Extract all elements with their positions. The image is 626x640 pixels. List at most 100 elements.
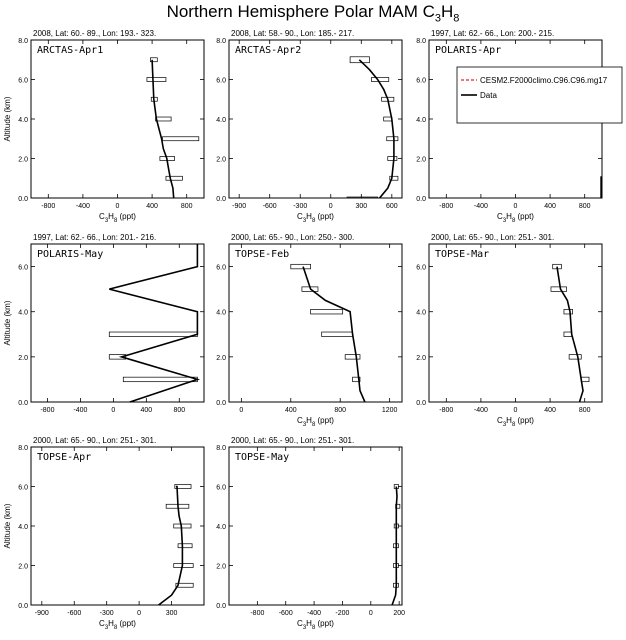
obs-range-box: [165, 175, 183, 181]
experiment-label: TOPSE-May: [235, 452, 289, 463]
obs-range-box: [108, 354, 127, 360]
x-tick-label: 200: [393, 610, 405, 617]
y-tick-label: 0.0: [18, 603, 28, 610]
x-axis-label: C3H8 (ppt): [297, 416, 334, 428]
data-profile-line: [302, 266, 366, 403]
obs-range-box: [387, 156, 398, 161]
panel-header: 1997, Lat: 62.- 66., Lon: 201.- 216.: [33, 233, 156, 242]
obs-range-box: [389, 175, 399, 181]
obs-range-box: [568, 354, 582, 360]
x-tick-label: 400: [544, 203, 556, 210]
experiment-label: POLARIS-Apr: [435, 45, 501, 56]
x-axis-label: C3H8 (ppt): [99, 619, 136, 631]
panel-topse-feb: 2000, Lat: 65.- 90., Lon: 250.- 300. 0.0 2…: [216, 233, 403, 428]
y-tick-label: 2.0: [18, 564, 28, 571]
y-tick-label: 4.0: [18, 117, 28, 124]
data-profile-line: [151, 59, 175, 199]
panel-topse-apr: 2000, Lat: 65.- 90., Lon: 251.- 301. 0.0 2…: [3, 436, 205, 631]
obs-range-box: [175, 582, 194, 588]
x-tick-label: -400: [73, 407, 87, 414]
y-tick-label: 0.0: [18, 400, 28, 407]
legend-data-label: Data: [480, 91, 497, 100]
obs-range-box: [563, 309, 573, 315]
x-tick-label: -300: [293, 203, 307, 210]
panel-topse-mar: 2000, Lat: 65.- 90., Lon: 251.- 301. 0.0 2…: [416, 233, 603, 428]
obs-range-box: [563, 331, 573, 337]
y-tick-label: 8.0: [216, 38, 226, 45]
y-tick-label: 6.0: [18, 485, 28, 492]
y-tick-label: 0.0: [216, 196, 226, 203]
y-tick-label: 8.0: [216, 445, 226, 452]
y-tick-label: 4.0: [18, 524, 28, 531]
y-tick-label: 6.0: [216, 78, 226, 85]
y-tick-label: 2.0: [216, 564, 226, 571]
obs-range-box: [162, 136, 200, 142]
obs-range-box: [371, 77, 390, 82]
panel-arctas-apr1: 2008, Lat: 60.- 89., Lon: 193.- 323. 0.0 2…: [3, 29, 205, 224]
data-profile-line: [109, 244, 201, 403]
x-tick-label: 1200: [382, 407, 398, 414]
y-tick-label: 2.0: [216, 355, 226, 362]
obs-range-box: [321, 331, 353, 337]
obs-range-box: [386, 136, 399, 142]
panel-frame: [228, 243, 403, 403]
y-tick-label: 8.0: [18, 38, 28, 45]
x-tick-label: -800: [40, 407, 54, 414]
y-tick-label: 4.0: [18, 310, 28, 317]
y-tick-label: 6.0: [416, 265, 426, 272]
y-tick-label: 2.0: [416, 355, 426, 362]
data-profile-line: [391, 486, 398, 606]
x-tick-label: 0: [329, 203, 333, 210]
x-tick-label: -400: [474, 203, 488, 210]
experiment-label: TOPSE-Apr: [37, 452, 91, 463]
x-tick-label: 400: [285, 407, 297, 414]
y-axis-label: Altitude (km): [3, 96, 12, 141]
y-tick-label: 4.0: [216, 310, 226, 317]
x-tick-label: 400: [146, 203, 158, 210]
data-profile-line: [158, 485, 184, 606]
data-profile-line: [358, 59, 395, 199]
x-tick-label: 400: [544, 407, 556, 414]
x-tick-label: -600: [279, 610, 293, 617]
x-tick-label: 0: [239, 407, 243, 414]
panel-frame: [228, 446, 403, 606]
experiment-label: TOPSE-Mar: [435, 249, 489, 260]
obs-range-box: [173, 523, 192, 529]
x-tick-label: -400: [76, 203, 90, 210]
x-tick-label: -900: [232, 203, 246, 210]
x-tick-label: -300: [100, 610, 114, 617]
obs-range-box: [310, 309, 344, 315]
obs-range-box: [290, 263, 311, 270]
obs-range-box: [177, 543, 193, 549]
y-tick-label: 0.0: [216, 400, 226, 407]
y-tick-label: 4.0: [216, 524, 226, 531]
y-tick-label: 0.0: [18, 196, 28, 203]
x-tick-label: 600: [386, 203, 398, 210]
x-tick-label: -800: [250, 610, 264, 617]
y-tick-label: 2.0: [416, 157, 426, 164]
y-tick-label: 0.0: [216, 603, 226, 610]
x-tick-label: -800: [41, 203, 55, 210]
y-tick-label: 6.0: [416, 78, 426, 85]
obs-range-box: [146, 77, 167, 82]
y-tick-label: 2.0: [18, 355, 28, 362]
x-tick-label: 0: [116, 203, 120, 210]
obs-range-box: [344, 354, 361, 360]
panel-header: 2008, Lat: 60.- 89., Lon: 193.- 323.: [33, 29, 156, 38]
x-axis-label: C3H8 (ppt): [497, 212, 534, 224]
obs-range-box: [108, 331, 198, 337]
y-tick-label: 8.0: [18, 445, 28, 452]
y-tick-label: 2.0: [18, 157, 28, 164]
obs-range-box: [580, 376, 590, 383]
y-tick-label: 0.0: [416, 196, 426, 203]
experiment-label: POLARIS-May: [37, 249, 103, 260]
panel-polaris-may: 1997, Lat: 62.- 66., Lon: 201.- 216. 0.0 2…: [3, 233, 205, 414]
x-tick-label: 800: [173, 407, 185, 414]
x-tick-label: 0: [369, 610, 373, 617]
y-tick-label: 6.0: [216, 265, 226, 272]
data-profile-line: [556, 266, 584, 403]
panel-topse-may: 2000, Lat: 65.- 90., Lon: 251.- 301. 0.0 2…: [216, 436, 405, 631]
x-tick-label: 0: [137, 610, 141, 617]
obs-range-box: [346, 196, 378, 199]
